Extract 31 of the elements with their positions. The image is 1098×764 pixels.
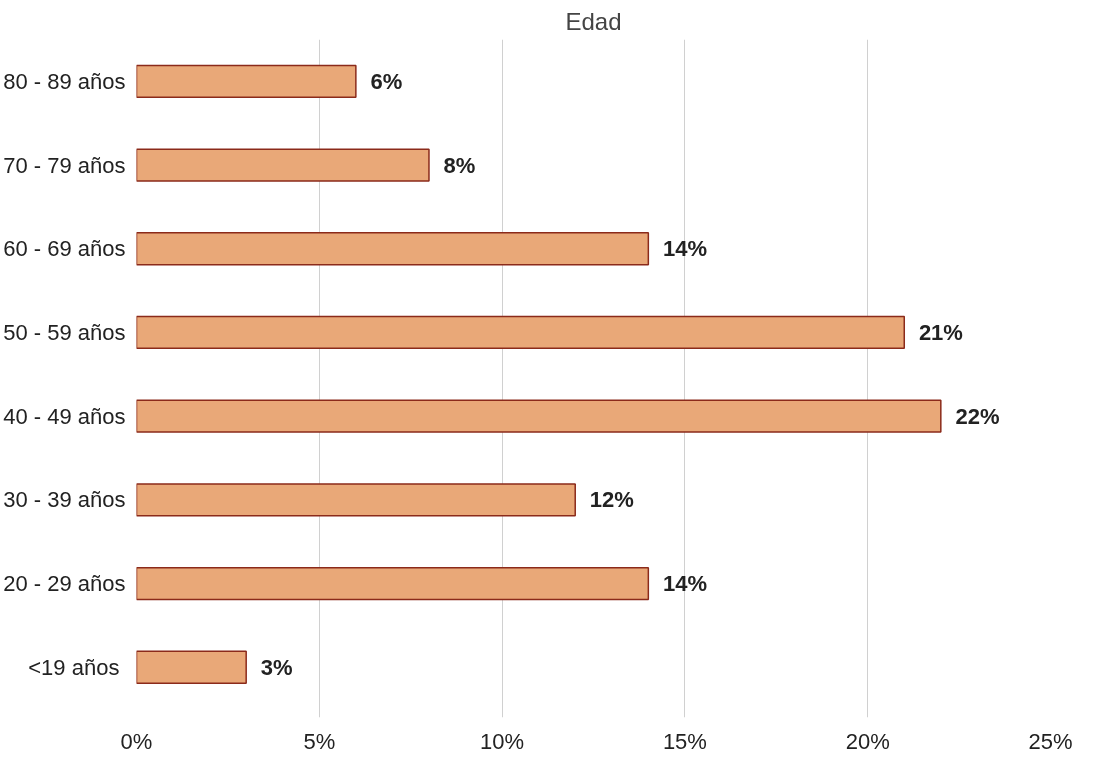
bar [136, 483, 576, 517]
x-tick-label: 20% [845, 728, 890, 754]
bar [136, 399, 942, 433]
x-tick-label: 25% [1028, 728, 1073, 754]
bar [136, 232, 650, 266]
bar [136, 148, 430, 182]
data-label: 8% [443, 152, 476, 178]
x-tick-label: 15% [662, 728, 707, 754]
x-tick-label: 10% [480, 728, 525, 754]
y-tick-label: 50 - 59 años [3, 319, 126, 345]
data-label: 14% [662, 571, 708, 597]
x-tick-label: 5% [303, 728, 336, 754]
y-tick-label: <19 años [28, 654, 120, 680]
y-tick-label: 60 - 69 años [3, 236, 126, 262]
x-tick-label: 0% [120, 728, 153, 754]
y-tick-label: 20 - 29 años [3, 571, 126, 597]
y-tick-label: 40 - 49 años [3, 403, 126, 429]
data-label: 6% [370, 68, 403, 94]
bar [136, 64, 357, 99]
y-tick-label: 70 - 79 años [3, 152, 126, 178]
data-label: 14% [662, 236, 708, 262]
bar [136, 315, 906, 350]
y-tick-label: 80 - 89 años [3, 68, 126, 94]
chart-title: Edad [565, 7, 622, 35]
data-label: 3% [260, 654, 293, 680]
data-label: 21% [918, 319, 963, 345]
data-label: 22% [955, 403, 1000, 429]
bar [136, 566, 650, 601]
data-label: 12% [589, 487, 634, 513]
y-tick-label: 30 - 39 años [3, 487, 126, 513]
bar [136, 650, 247, 684]
